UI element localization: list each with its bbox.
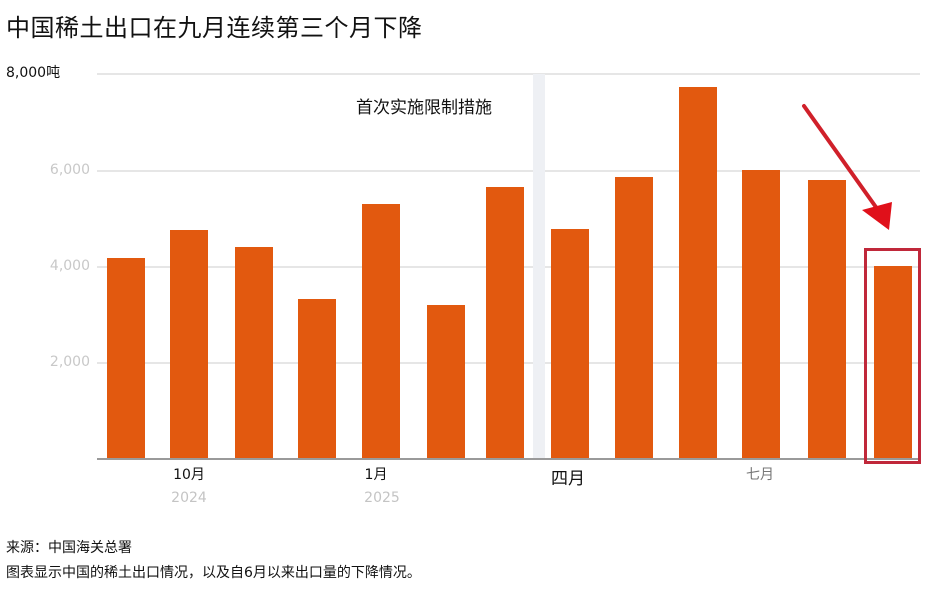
- bar-2025-06: [679, 87, 717, 459]
- restriction-annotation: 首次实施限制措施: [356, 98, 492, 118]
- highlight-box-september: [864, 248, 921, 464]
- bar-2025-08: [808, 180, 846, 459]
- bar-2025-04: [551, 229, 589, 459]
- y-tick-2000: 2,000: [49, 354, 90, 370]
- restriction-divider-band: [533, 74, 545, 459]
- source-note: 来源：中国海关总署: [6, 540, 132, 556]
- chart-caption: 图表显示中国的稀土出口情况，以及自6月以来出口量的下降情况。: [6, 565, 421, 581]
- chart-title: 中国稀土出口在九月连续第三个月下降: [6, 14, 423, 42]
- x-label-apr: 四月: [551, 469, 585, 489]
- x-label-jan: 1月: [364, 467, 388, 483]
- bar-2025-05: [615, 177, 653, 459]
- bar-2024-11: [235, 247, 273, 459]
- x-label-oct: 10月: [173, 467, 205, 483]
- y-tick-6000: 6,000: [49, 162, 90, 178]
- x-year-2025: 2025: [364, 490, 400, 506]
- x-year-2024: 2024: [171, 490, 207, 506]
- x-label-jul: 七月: [746, 467, 774, 483]
- y-axis-top-label: 8,000吨: [6, 65, 61, 81]
- y-tick-4000: 4,000: [49, 258, 90, 274]
- bar-2025-01: [362, 204, 400, 459]
- bar-2025-03: [486, 187, 524, 459]
- x-axis-line: [97, 458, 920, 460]
- gridline-6000: [97, 170, 920, 172]
- bar-2025-09: [874, 266, 912, 459]
- bar-2024-12: [298, 299, 336, 459]
- bar-2024-09: [107, 258, 145, 459]
- bar-2025-07: [742, 170, 780, 459]
- bar-2025-02: [427, 305, 465, 459]
- bar-2024-10: [170, 230, 208, 459]
- gridline-8000: [97, 73, 920, 75]
